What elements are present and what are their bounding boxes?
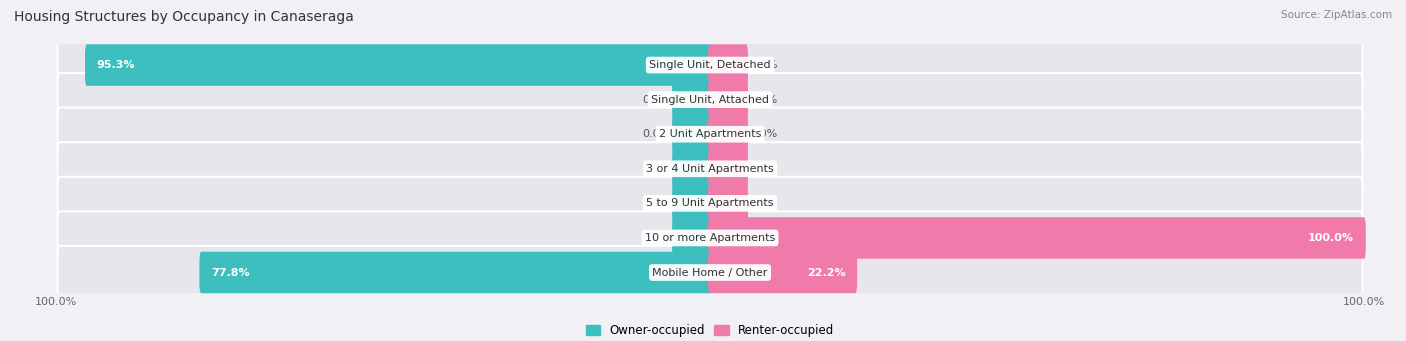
FancyBboxPatch shape bbox=[58, 211, 1362, 265]
Text: 4.7%: 4.7% bbox=[749, 60, 778, 70]
FancyBboxPatch shape bbox=[672, 79, 711, 120]
Text: 0.0%: 0.0% bbox=[749, 164, 778, 174]
Text: 2 Unit Apartments: 2 Unit Apartments bbox=[659, 129, 761, 139]
FancyBboxPatch shape bbox=[709, 44, 748, 86]
Text: Mobile Home / Other: Mobile Home / Other bbox=[652, 268, 768, 278]
Text: Housing Structures by Occupancy in Canaseraga: Housing Structures by Occupancy in Canas… bbox=[14, 10, 354, 24]
Text: 0.0%: 0.0% bbox=[749, 129, 778, 139]
FancyBboxPatch shape bbox=[709, 217, 1365, 259]
Text: 0.0%: 0.0% bbox=[749, 95, 778, 105]
FancyBboxPatch shape bbox=[709, 114, 748, 155]
Text: 0.0%: 0.0% bbox=[643, 198, 671, 208]
FancyBboxPatch shape bbox=[84, 44, 711, 86]
Text: Source: ZipAtlas.com: Source: ZipAtlas.com bbox=[1281, 10, 1392, 20]
Text: 0.0%: 0.0% bbox=[643, 164, 671, 174]
Text: 10 or more Apartments: 10 or more Apartments bbox=[645, 233, 775, 243]
Text: 22.2%: 22.2% bbox=[807, 268, 845, 278]
Text: Single Unit, Attached: Single Unit, Attached bbox=[651, 95, 769, 105]
Legend: Owner-occupied, Renter-occupied: Owner-occupied, Renter-occupied bbox=[581, 320, 839, 341]
Text: 0.0%: 0.0% bbox=[643, 95, 671, 105]
FancyBboxPatch shape bbox=[58, 73, 1362, 126]
FancyBboxPatch shape bbox=[672, 183, 711, 224]
FancyBboxPatch shape bbox=[58, 142, 1362, 195]
Text: 3 or 4 Unit Apartments: 3 or 4 Unit Apartments bbox=[647, 164, 773, 174]
FancyBboxPatch shape bbox=[672, 148, 711, 190]
Text: 95.3%: 95.3% bbox=[97, 60, 135, 70]
FancyBboxPatch shape bbox=[58, 108, 1362, 161]
Text: 77.8%: 77.8% bbox=[211, 268, 250, 278]
FancyBboxPatch shape bbox=[672, 114, 711, 155]
FancyBboxPatch shape bbox=[672, 217, 711, 259]
Text: 0.0%: 0.0% bbox=[643, 233, 671, 243]
FancyBboxPatch shape bbox=[200, 252, 711, 293]
Text: 0.0%: 0.0% bbox=[643, 129, 671, 139]
FancyBboxPatch shape bbox=[709, 148, 748, 190]
Text: 100.0%: 100.0% bbox=[1308, 233, 1354, 243]
Text: 5 to 9 Unit Apartments: 5 to 9 Unit Apartments bbox=[647, 198, 773, 208]
FancyBboxPatch shape bbox=[709, 79, 748, 120]
FancyBboxPatch shape bbox=[709, 252, 858, 293]
FancyBboxPatch shape bbox=[58, 39, 1362, 92]
FancyBboxPatch shape bbox=[709, 183, 748, 224]
Text: Single Unit, Detached: Single Unit, Detached bbox=[650, 60, 770, 70]
Text: 0.0%: 0.0% bbox=[749, 198, 778, 208]
FancyBboxPatch shape bbox=[58, 177, 1362, 230]
FancyBboxPatch shape bbox=[58, 246, 1362, 299]
